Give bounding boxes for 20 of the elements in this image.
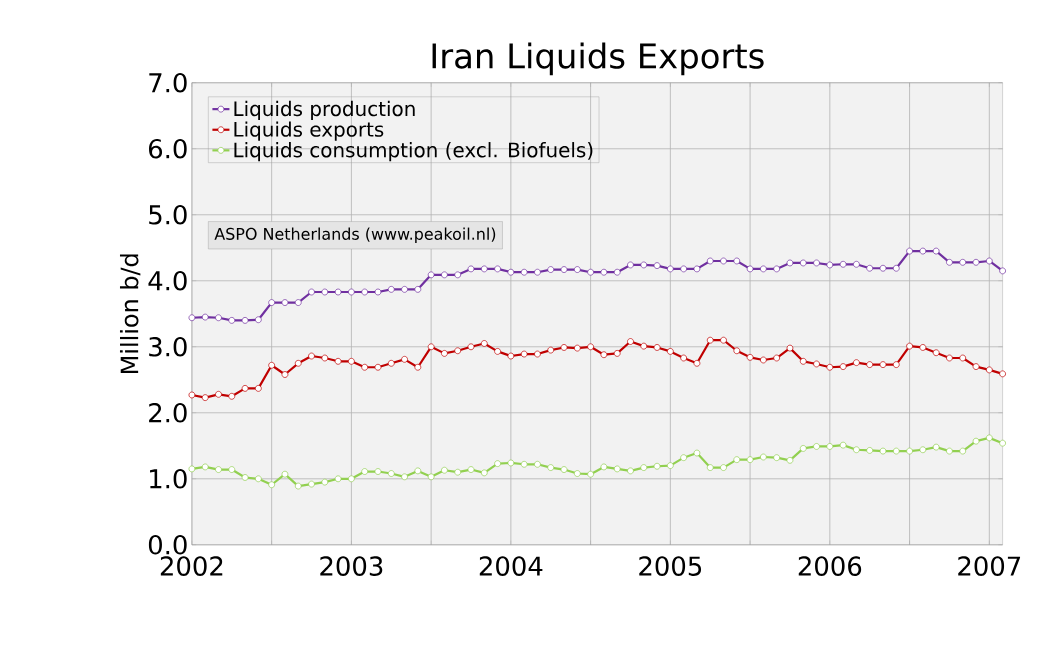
y-tick-label: 0.0 [148,535,187,555]
x-tick-label: 2002 [160,556,223,576]
x-tick-label: 2007 [958,556,1021,576]
x-tick-label: 2004 [479,556,543,576]
legend-label: Liquids consumption (excl. Biofuels) [234,142,593,162]
y-tick-label: 6.0 [149,139,187,159]
x-tick-label: 2003 [320,556,383,576]
x-tick-label: 2005 [639,556,702,576]
y-tick-label: 5.0 [149,205,187,225]
y-axis-title: Million b/d [119,254,141,373]
y-tick-label: 1.0 [150,469,187,489]
x-tick-label: 2006 [798,556,862,576]
legend-label: Liquids production [234,100,415,121]
legend-label: Liquids exports [234,121,384,141]
chart-title: Iran Liquids Exports [432,42,764,76]
y-tick-label: 4.0 [148,271,187,291]
y-tick-label: 2.0 [149,403,187,423]
y-tick-label: 3.0 [149,337,187,357]
annotation: ASPO Netherlands (www.peakoil.nl) [214,227,496,244]
y-tick-label: 7.0 [149,72,187,93]
